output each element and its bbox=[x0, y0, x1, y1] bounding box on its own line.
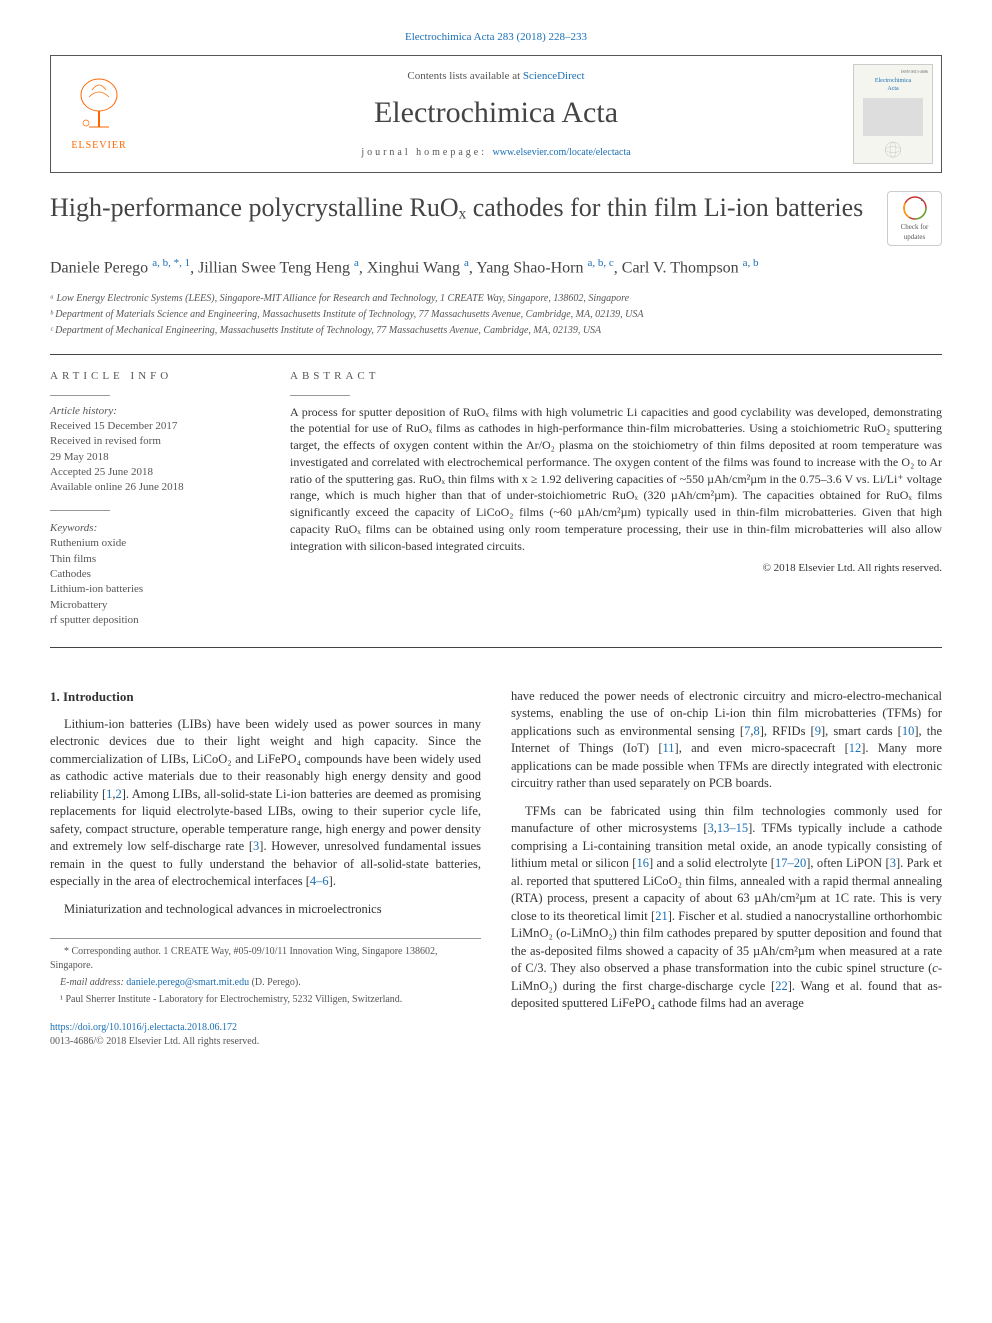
body-columns: 1. Introduction Lithium-ion batteries (L… bbox=[50, 688, 942, 1050]
journal-cover-thumb[interactable]: ISSN 0013-4686 Electrochimica Acta bbox=[853, 64, 933, 164]
check-updates-icon bbox=[902, 195, 928, 221]
updates-line1: Check for bbox=[901, 223, 929, 233]
footnotes: * Corresponding author. 1 CREATE Way, #0… bbox=[50, 938, 481, 1007]
cover-title-2: Acta bbox=[887, 85, 898, 93]
cover-title-1: Electrochimica bbox=[875, 77, 911, 85]
article-info-heading: ARTICLE INFO bbox=[50, 369, 260, 384]
title-row: High-performance polycrystalline RuOₓ ca… bbox=[50, 191, 942, 246]
header-center: Contents lists available at ScienceDirec… bbox=[139, 69, 853, 160]
info-abstract-row: ARTICLE INFO Article history: Received 1… bbox=[50, 369, 942, 647]
cover-image-placeholder bbox=[863, 98, 923, 136]
doi-link[interactable]: https://doi.org/10.1016/j.electacta.2018… bbox=[50, 1022, 237, 1033]
homepage-prefix: journal homepage: bbox=[361, 147, 492, 158]
journal-homepage-line: journal homepage: www.elsevier.com/locat… bbox=[139, 146, 853, 160]
keyword-0: Ruthenium oxide bbox=[50, 536, 260, 551]
citation[interactable]: Electrochimica Acta 283 (2018) 228–233 bbox=[50, 30, 942, 45]
abstract-text: A process for sputter deposition of RuOₓ… bbox=[290, 404, 942, 555]
history-3: Accepted 25 June 2018 bbox=[50, 465, 260, 480]
author-email-link[interactable]: daniele.perego@smart.mit.edu bbox=[126, 977, 249, 988]
elsevier-tree-icon bbox=[74, 75, 124, 135]
check-updates-badge[interactable]: Check for updates bbox=[887, 191, 942, 246]
left-column: 1. Introduction Lithium-ion batteries (L… bbox=[50, 688, 481, 1050]
updates-line2: updates bbox=[904, 233, 925, 243]
intro-p4: TFMs can be fabricated using thin film t… bbox=[511, 803, 942, 1013]
keyword-1: Thin films bbox=[50, 552, 260, 567]
email-line: E-mail address: daniele.perego@smart.mit… bbox=[50, 976, 481, 990]
intro-p2: Miniaturization and technological advanc… bbox=[50, 901, 481, 919]
section-1-heading: 1. Introduction bbox=[50, 688, 481, 706]
affiliation-b: ᵇ Department of Materials Science and En… bbox=[50, 308, 942, 322]
right-column: have reduced the power needs of electron… bbox=[511, 688, 942, 1050]
journal-header: ELSEVIER Contents lists available at Sci… bbox=[50, 55, 942, 173]
doi-block: https://doi.org/10.1016/j.electacta.2018… bbox=[50, 1021, 481, 1049]
keyword-3: Lithium-ion batteries bbox=[50, 582, 260, 597]
article-title: High-performance polycrystalline RuOₓ ca… bbox=[50, 191, 867, 225]
corresponding-author: * Corresponding author. 1 CREATE Way, #0… bbox=[50, 945, 481, 973]
cover-issn: ISSN 0013-4686 bbox=[858, 69, 928, 75]
journal-homepage-link[interactable]: www.elsevier.com/locate/electacta bbox=[493, 147, 631, 158]
sciencedirect-link[interactable]: ScienceDirect bbox=[523, 70, 585, 82]
affiliation-a: ᵃ Low Energy Electronic Systems (LEES), … bbox=[50, 292, 942, 306]
abstract-heading: ABSTRACT bbox=[290, 369, 942, 384]
cover-globe-icon bbox=[883, 140, 903, 159]
history-0: Received 15 December 2017 bbox=[50, 419, 260, 434]
footnote-1: ¹ Paul Sherrer Institute - Laboratory fo… bbox=[50, 993, 481, 1007]
keyword-5: rf sputter deposition bbox=[50, 613, 260, 628]
keyword-4: Microbattery bbox=[50, 598, 260, 613]
authors: Daniele Perego a, b, *, 1, Jillian Swee … bbox=[50, 256, 942, 280]
affiliations: ᵃ Low Energy Electronic Systems (LEES), … bbox=[50, 292, 942, 355]
contents-available: Contents lists available at ScienceDirec… bbox=[139, 69, 853, 84]
keywords-label: Keywords: bbox=[50, 521, 260, 536]
affiliation-c: ᶜ Department of Mechanical Engineering, … bbox=[50, 324, 942, 338]
email-label: E-mail address: bbox=[60, 977, 126, 988]
abstract-copyright: © 2018 Elsevier Ltd. All rights reserved… bbox=[290, 561, 942, 576]
keyword-2: Cathodes bbox=[50, 567, 260, 582]
contents-prefix: Contents lists available at bbox=[407, 70, 522, 82]
elsevier-logo[interactable]: ELSEVIER bbox=[59, 69, 139, 159]
journal-name: Electrochimica Acta bbox=[139, 92, 853, 134]
article-info: ARTICLE INFO Article history: Received 1… bbox=[50, 369, 260, 628]
abstract: ABSTRACT A process for sputter depositio… bbox=[290, 369, 942, 628]
history-label: Article history: bbox=[50, 405, 117, 417]
intro-p1: Lithium-ion batteries (LIBs) have been w… bbox=[50, 716, 481, 891]
intro-p3: have reduced the power needs of electron… bbox=[511, 688, 942, 793]
history-4: Available online 26 June 2018 bbox=[50, 480, 260, 495]
elsevier-brand-text: ELSEVIER bbox=[71, 139, 126, 153]
history-1: Received in revised form bbox=[50, 434, 260, 449]
email-suffix: (D. Perego). bbox=[249, 977, 301, 988]
history-2: 29 May 2018 bbox=[50, 450, 260, 465]
issn-copyright: 0013-4686/© 2018 Elsevier Ltd. All right… bbox=[50, 1036, 259, 1047]
